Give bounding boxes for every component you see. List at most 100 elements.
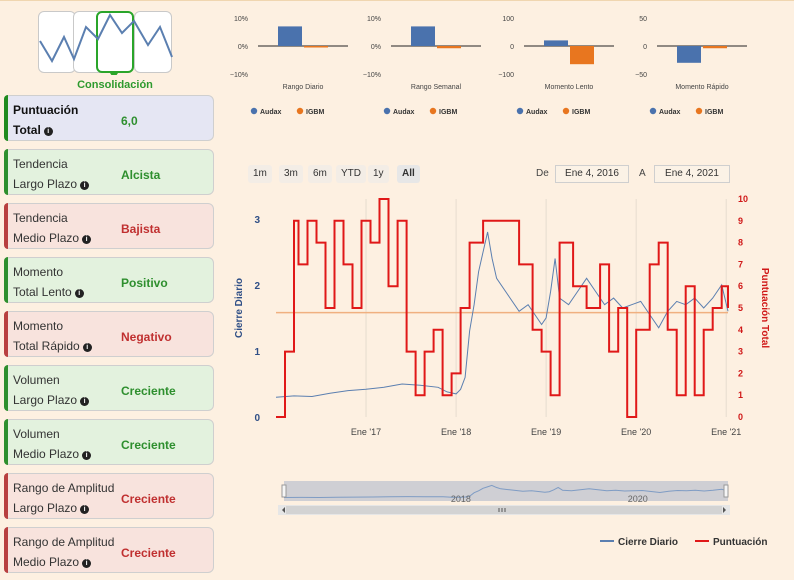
right-ytick-label: 7: [738, 259, 743, 269]
indicator-card[interactable]: Tendencia Medio Plazo i Bajista: [4, 203, 214, 249]
x-tick-label: Ene '20: [621, 427, 651, 437]
legend-label: Audax: [659, 109, 681, 116]
logo-label: Consolidación: [77, 79, 153, 91]
legend-text: Puntuación: [713, 537, 768, 548]
info-icon[interactable]: i: [80, 181, 90, 190]
card-title-line2: Total Rápido i: [13, 339, 92, 353]
mini-ytick-label: 0%: [238, 44, 248, 51]
range-button-1m[interactable]: 1m: [248, 165, 272, 183]
card-title-line2-text: Largo Plazo: [13, 393, 78, 407]
card-accent-bar: [4, 257, 8, 303]
card-title-line2-text: Largo Plazo: [13, 501, 78, 515]
from-label: De: [536, 168, 549, 179]
right-ytick-label: 10: [738, 194, 748, 204]
indicator-card[interactable]: Puntuación Total i 6,0: [4, 95, 214, 141]
legend-marker: [250, 107, 258, 115]
range-button-all[interactable]: All: [397, 165, 420, 183]
indicator-card[interactable]: Rango de Amplitud Medio Plazo i Creciente: [4, 527, 214, 573]
navigator-handle-right: [723, 484, 729, 498]
mini-x-label: Momento Lento: [545, 84, 594, 91]
mini-ytick-label: −50: [635, 72, 647, 79]
mini-ytick-label: 100: [502, 16, 514, 23]
card-title-line1: Momento: [13, 265, 64, 279]
info-icon[interactable]: i: [82, 343, 92, 352]
x-tick-label: Ene '17: [351, 427, 381, 437]
mini-chart: 10% 0% −10% Rango Diario Audax IGBM: [228, 9, 358, 119]
range-button-3m[interactable]: 3m: [279, 165, 303, 183]
legend-item-cierre-diario[interactable]: Cierre Diario: [600, 537, 678, 548]
card-value: 6,0: [121, 114, 138, 128]
indicator-card[interactable]: Momento Total Rápido i Negativo: [4, 311, 214, 357]
card-accent-bar: [4, 311, 8, 357]
indicator-card[interactable]: Rango de Amplitud Largo Plazo i Creciente: [4, 473, 214, 519]
series-line-puntuacion: [276, 198, 729, 418]
legend-label: IGBM: [572, 109, 590, 116]
card-title-line2-text: Total Lento: [13, 285, 72, 299]
from-date-input[interactable]: Ene 4, 2016: [555, 165, 629, 183]
left-axis-title: Cierre Diario: [234, 278, 245, 338]
card-title-line2: Medio Plazo i: [13, 231, 92, 245]
info-icon[interactable]: i: [80, 397, 90, 406]
card-value: Negativo: [121, 330, 172, 344]
card-title-line2: Total Lento i: [13, 285, 84, 299]
x-tick-label: Ene '18: [441, 427, 471, 437]
legend-label: Audax: [260, 109, 282, 116]
card-accent-bar: [4, 203, 8, 249]
scroll-right-icon: [723, 507, 726, 513]
info-icon[interactable]: i: [82, 235, 92, 244]
legend-label: Audax: [393, 109, 415, 116]
indicator-card[interactable]: Volumen Largo Plazo i Creciente: [4, 365, 214, 411]
card-value: Alcista: [121, 168, 161, 182]
main-chart: 0 1 2 3 0 1 2 3 4 5 6 7 8 9 10 Cierre Diario Puntuación …: [234, 194, 770, 515]
card-title-line1: Volumen: [13, 427, 60, 441]
mini-ytick-label: −100: [498, 72, 514, 79]
card-title-line1: Momento: [13, 319, 64, 333]
mini-chart-svg: 50 0 −50 Momento Rápido Audax IGBM: [635, 16, 747, 116]
right-ytick-label: 9: [738, 216, 743, 226]
mini-bar-igbm: [703, 46, 727, 49]
card-title-line1: Rango de Amplitud: [13, 481, 115, 495]
to-label: A: [639, 168, 646, 179]
navigator-mask: [284, 481, 728, 501]
card-title-line2: Medio Plazo i: [13, 555, 92, 569]
logo: [38, 9, 174, 75]
range-button-1y[interactable]: 1y: [368, 165, 389, 183]
to-date-input[interactable]: Ene 4, 2021: [654, 165, 730, 183]
left-ytick-label: 0: [254, 413, 260, 424]
info-icon[interactable]: i: [82, 451, 92, 460]
legend-marker: [296, 107, 304, 115]
legend-label: Audax: [526, 109, 548, 116]
card-accent-bar: [4, 527, 8, 573]
info-icon[interactable]: i: [74, 289, 84, 298]
info-icon[interactable]: i: [43, 127, 53, 136]
legend-label: IGBM: [705, 109, 723, 116]
indicator-card[interactable]: Tendencia Largo Plazo i Alcista: [4, 149, 214, 195]
legend-label: IGBM: [439, 109, 457, 116]
indicator-card[interactable]: Volumen Medio Plazo i Creciente: [4, 419, 214, 465]
card-title-line2-text: Medio Plazo: [13, 555, 80, 569]
right-ytick-label: 3: [738, 347, 743, 357]
logo-line-icon: [39, 13, 173, 75]
info-icon[interactable]: i: [82, 559, 92, 568]
range-button-6m[interactable]: 6m: [308, 165, 332, 183]
right-ytick-label: 8: [738, 238, 743, 248]
scrollbar-thumb: [286, 506, 722, 514]
card-title-line2-text: Total: [13, 123, 41, 137]
mini-ytick-label: 10%: [234, 16, 248, 23]
right-ytick-label: 0: [738, 412, 743, 422]
mini-chart: 50 0 −50 Momento Rápido Audax IGBM: [627, 9, 757, 119]
card-title-line1: Volumen: [13, 373, 60, 387]
navigator-tick-label: 2018: [451, 494, 471, 504]
navigator-tick-label: 2020: [628, 494, 648, 504]
mini-bar-audax: [677, 46, 701, 63]
range-button-ytd[interactable]: YTD: [336, 165, 366, 183]
indicator-card[interactable]: Momento Total Lento i Positivo: [4, 257, 214, 303]
legend-marker: [649, 107, 657, 115]
card-accent-bar: [4, 473, 8, 519]
card-title-line2-text: Medio Plazo: [13, 447, 80, 461]
legend-swatch: [600, 540, 614, 542]
mini-chart: 100 0 −100 Momento Lento Audax IGBM: [494, 9, 624, 119]
legend-item-puntuación[interactable]: Puntuación: [695, 537, 767, 548]
card-value: Creciente: [121, 438, 176, 452]
info-icon[interactable]: i: [80, 505, 90, 514]
